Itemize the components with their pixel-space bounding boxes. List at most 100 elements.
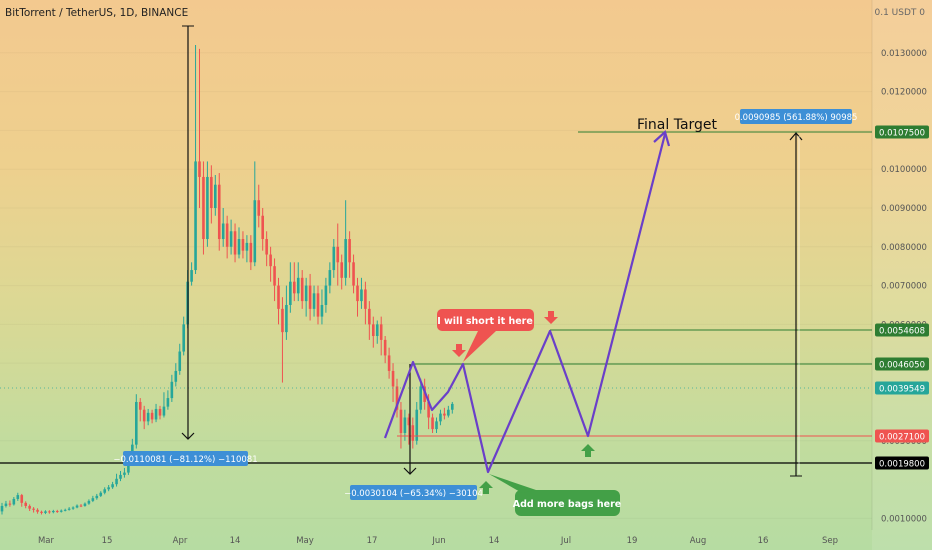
- x-tick-label: Jun: [431, 536, 445, 546]
- measure-label-box: [350, 485, 477, 500]
- candle-body: [352, 262, 355, 286]
- measure-label-box: [123, 451, 248, 466]
- candle-body: [178, 351, 182, 371]
- sell-arrow-2: [544, 311, 558, 324]
- candle-body: [387, 355, 391, 371]
- candle-body: [277, 285, 280, 309]
- candle-body: [75, 505, 79, 508]
- x-tick-label: Apr: [173, 536, 188, 546]
- x-tick-label: Sep: [822, 536, 838, 546]
- y-tick-label: 0.0090000: [881, 204, 927, 214]
- candle-body: [372, 324, 375, 337]
- candles-layer: [0, 45, 454, 515]
- axes-layer: BitTorrent / TetherUS, 1D, BINANCE 0.1 US…: [5, 0, 932, 550]
- candle-body: [332, 246, 336, 271]
- candle-body: [99, 492, 103, 496]
- candle-body: [265, 239, 268, 255]
- price-level-value: 0.0027100: [879, 433, 925, 443]
- candle-body: [257, 200, 261, 216]
- candle-body: [182, 324, 185, 352]
- buy-callout-text: Add more bags here: [513, 499, 621, 510]
- price-level-value: 0.0039549: [879, 385, 925, 395]
- candle-body: [443, 413, 446, 416]
- y-tick-label: 0.0100000: [881, 165, 927, 175]
- candle-body: [59, 510, 63, 512]
- x-tick-label: Aug: [690, 536, 707, 546]
- candle-body: [56, 510, 59, 512]
- candle-body: [91, 498, 95, 501]
- candle-body: [135, 401, 138, 445]
- candle-body: [44, 511, 47, 513]
- candle-body: [391, 370, 395, 387]
- price-level-badge: [875, 323, 929, 337]
- candle-body: [206, 176, 209, 240]
- price-level-value: 0.0054608: [879, 327, 925, 337]
- candle-body: [261, 215, 264, 240]
- candle-body: [127, 464, 130, 473]
- x-tick-label: 17: [367, 536, 378, 546]
- candle-body: [174, 370, 178, 382]
- candle-body: [364, 289, 367, 309]
- candle-body: [403, 417, 407, 434]
- candle-body: [8, 503, 12, 505]
- price-level-value: 0.0107500: [879, 129, 925, 139]
- candle-body: [451, 403, 454, 410]
- candle-body: [368, 308, 371, 325]
- candle-body: [285, 304, 288, 333]
- candle-body: [293, 281, 296, 294]
- candle-body: [340, 262, 343, 278]
- candle-body: [115, 478, 118, 485]
- x-tick-label: 16: [758, 536, 769, 546]
- candle-body: [336, 246, 340, 263]
- final-target-label: Final Target: [637, 117, 718, 133]
- candle-body: [415, 409, 419, 441]
- measure-label-text: −0.0030104 (−65.34%) −30104: [344, 489, 483, 499]
- candle-body: [48, 511, 51, 513]
- candle-body: [103, 489, 106, 493]
- price-level-value: 0.0019800: [879, 460, 925, 470]
- short-callout-tail: [463, 331, 496, 362]
- candle-body: [427, 401, 430, 418]
- y-tick-label: 0.0120000: [881, 88, 927, 98]
- measure-label-text: 0.0090985 (561.88%) 90985: [735, 113, 858, 123]
- price-level-badge: [875, 125, 929, 139]
- projected-path: [383, 133, 667, 474]
- candle-body: [249, 242, 253, 263]
- candle-body: [40, 511, 43, 513]
- candle-body: [194, 161, 197, 271]
- candle-body: [379, 324, 383, 340]
- candle-body: [32, 508, 35, 510]
- candle-body: [123, 472, 126, 475]
- candle-body: [138, 401, 142, 410]
- candle-body: [237, 239, 241, 255]
- x-tick-label: May: [296, 536, 314, 546]
- candle-body: [269, 254, 272, 267]
- candle-body: [316, 293, 320, 317]
- candle-body: [304, 285, 308, 302]
- candle-body: [158, 408, 162, 416]
- candle-body: [28, 505, 31, 509]
- candle-body: [431, 417, 434, 430]
- candle-body: [36, 509, 39, 512]
- candle-body: [16, 495, 20, 499]
- candle-body: [20, 495, 24, 503]
- y-tick-label: 0.0130000: [881, 49, 927, 59]
- candle-body: [111, 484, 114, 488]
- candle-body: [162, 406, 166, 416]
- candle-body: [320, 304, 324, 317]
- candle-body: [87, 500, 91, 504]
- measure-label-text: −0.0110081 (−81.12%) −110081: [113, 455, 257, 465]
- candle-body: [411, 425, 415, 441]
- candle-body: [419, 386, 422, 410]
- candle-body: [241, 239, 245, 251]
- candle-body: [166, 398, 170, 407]
- candle-body: [375, 324, 379, 337]
- candle-body: [289, 281, 292, 305]
- x-tick-label: 19: [627, 536, 638, 546]
- candle-body: [233, 231, 237, 255]
- y-tick-label: 0.0010000: [881, 514, 927, 524]
- x-tick-label: Mar: [38, 536, 55, 546]
- candle-body: [360, 289, 363, 302]
